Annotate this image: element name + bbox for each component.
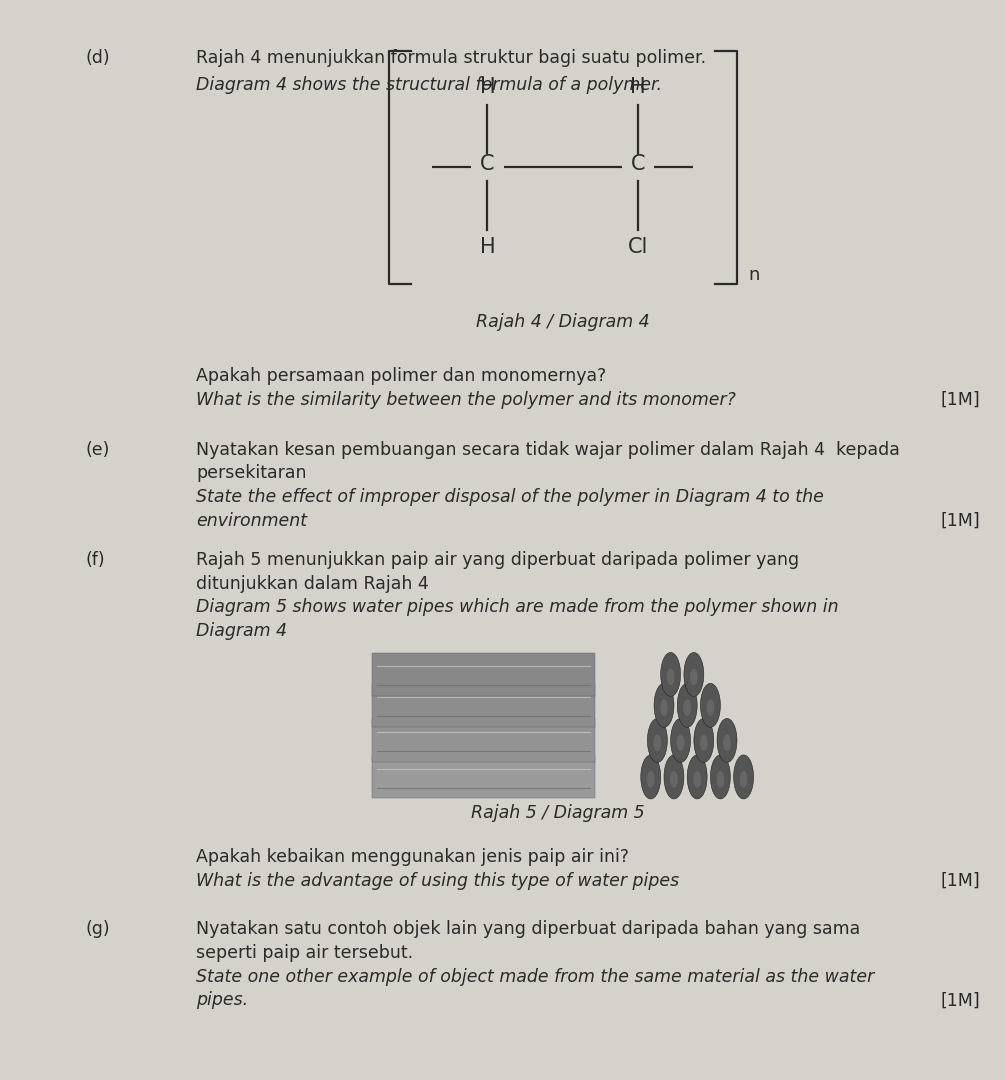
Text: persekitaran: persekitaran [196,464,307,483]
FancyBboxPatch shape [372,684,595,727]
Ellipse shape [734,755,754,799]
Ellipse shape [670,718,690,762]
Ellipse shape [718,718,737,762]
Text: [1M]: [1M] [940,512,980,530]
Ellipse shape [676,734,684,751]
Text: Rajah 4 menunjukkan formula struktur bagi suatu polimer.: Rajah 4 menunjukkan formula struktur bag… [196,49,707,67]
Text: Rajah 4 / Diagram 4: Rajah 4 / Diagram 4 [476,313,649,332]
Ellipse shape [683,700,691,716]
Text: Apakah kebaikan menggunakan jenis paip air ini?: Apakah kebaikan menggunakan jenis paip a… [196,848,629,866]
FancyBboxPatch shape [372,653,595,696]
Ellipse shape [687,755,708,799]
Text: n: n [749,267,760,284]
Ellipse shape [660,652,680,697]
Ellipse shape [700,684,721,727]
Text: H: H [630,78,646,97]
Text: [1M]: [1M] [940,391,980,409]
Text: (f): (f) [85,551,106,569]
Ellipse shape [711,755,731,799]
Text: pipes.: pipes. [196,991,248,1010]
Text: (g): (g) [85,920,111,939]
Text: ditunjukkan dalam Rajah 4: ditunjukkan dalam Rajah 4 [196,575,429,593]
Ellipse shape [740,771,748,787]
Text: Diagram 4 shows the structural formula of a polymer.: Diagram 4 shows the structural formula o… [196,76,662,94]
Ellipse shape [647,771,654,787]
Text: [1M]: [1M] [940,872,980,890]
Text: Cl: Cl [628,238,648,257]
Text: (e): (e) [85,441,110,459]
Text: Rajah 5 / Diagram 5: Rajah 5 / Diagram 5 [471,804,644,822]
Ellipse shape [666,669,674,685]
Ellipse shape [641,755,660,799]
Text: C: C [480,154,494,174]
Text: State the effect of improper disposal of the polymer in Diagram 4 to the: State the effect of improper disposal of… [196,488,824,507]
Ellipse shape [724,734,731,751]
Ellipse shape [684,652,704,697]
Text: [1M]: [1M] [940,991,980,1010]
Ellipse shape [660,700,668,716]
Text: Rajah 5 menunjukkan paip air yang diperbuat daripada polimer yang: Rajah 5 menunjukkan paip air yang diperb… [196,551,799,569]
Text: Diagram 5 shows water pipes which are made from the polymer shown in: Diagram 5 shows water pipes which are ma… [196,598,838,617]
Text: (d): (d) [85,49,111,67]
Ellipse shape [677,684,697,727]
Ellipse shape [670,771,677,787]
FancyBboxPatch shape [372,756,595,798]
Text: What is the advantage of using this type of water pipes: What is the advantage of using this type… [196,872,679,890]
Text: environment: environment [196,512,308,530]
Ellipse shape [717,771,725,787]
Ellipse shape [654,684,674,727]
Text: Diagram 4: Diagram 4 [196,622,287,640]
Ellipse shape [647,718,667,762]
Ellipse shape [693,718,714,762]
Ellipse shape [653,734,661,751]
Text: seperti paip air tersebut.: seperti paip air tersebut. [196,944,413,962]
Ellipse shape [690,669,697,685]
Ellipse shape [664,755,684,799]
Ellipse shape [693,771,701,787]
Text: Apakah persamaan polimer dan monomernya?: Apakah persamaan polimer dan monomernya? [196,367,606,386]
Ellipse shape [699,734,708,751]
Text: H: H [479,78,495,97]
Ellipse shape [707,700,715,716]
Text: H: H [479,238,495,257]
Text: State one other example of object made from the same material as the water: State one other example of object made f… [196,968,874,986]
FancyBboxPatch shape [372,719,595,761]
Text: What is the similarity between the polymer and its monomer?: What is the similarity between the polym… [196,391,736,409]
Text: C: C [631,154,645,174]
Text: Nyatakan kesan pembuangan secara tidak wajar polimer dalam Rajah 4  kepada: Nyatakan kesan pembuangan secara tidak w… [196,441,899,459]
Text: Nyatakan satu contoh objek lain yang diperbuat daripada bahan yang sama: Nyatakan satu contoh objek lain yang dip… [196,920,860,939]
